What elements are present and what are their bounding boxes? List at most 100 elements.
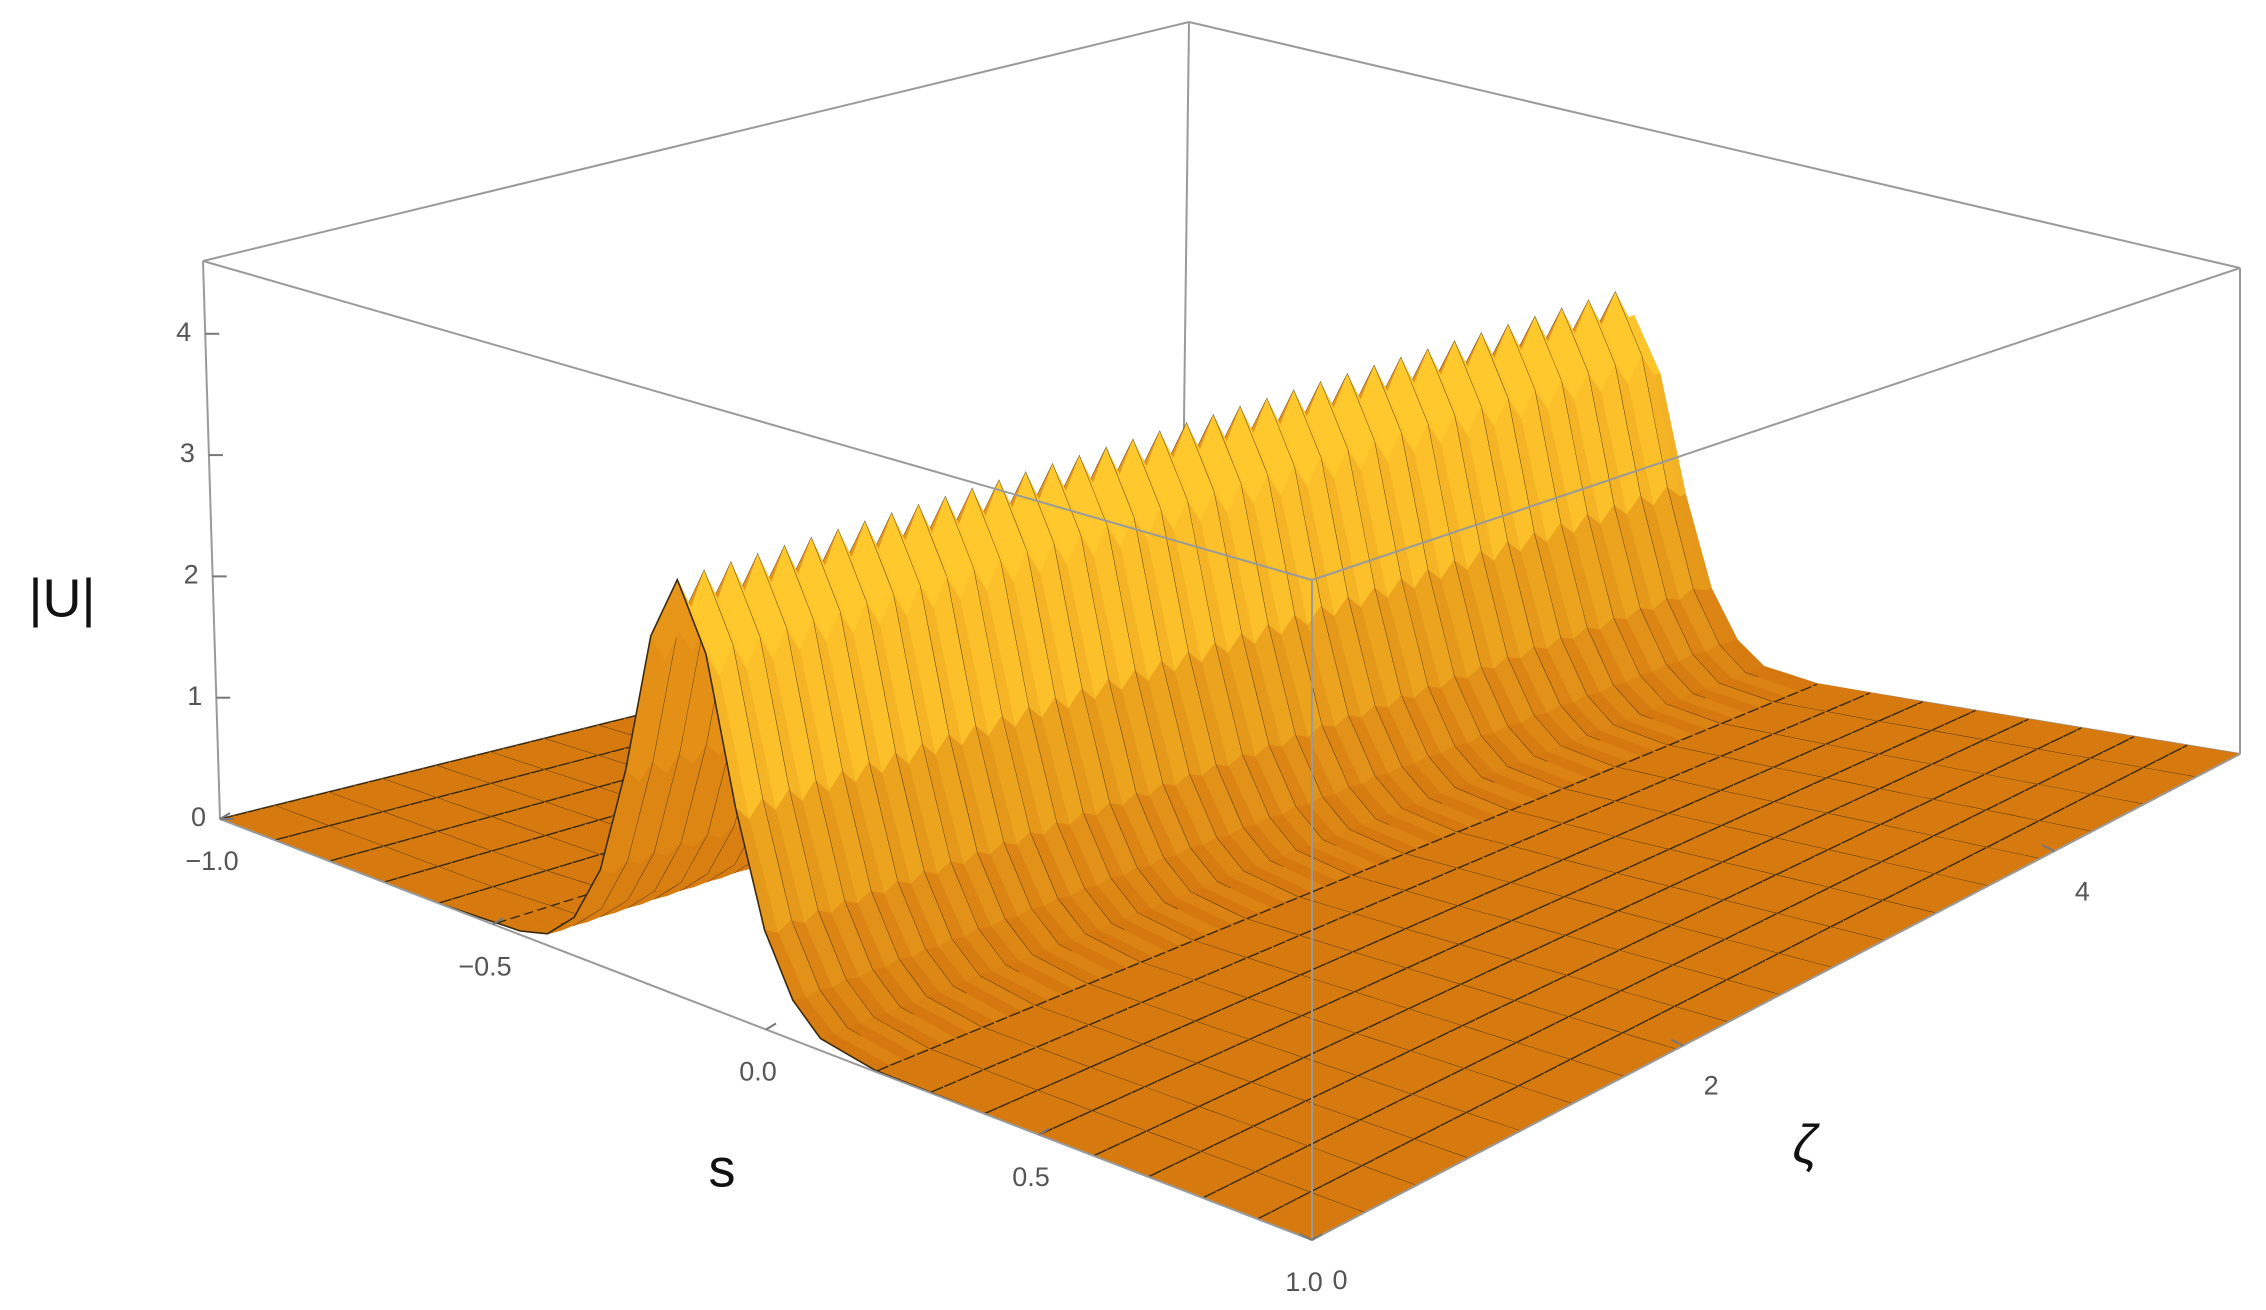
- mesh-line: [1693, 795, 1708, 803]
- mesh-line: [1429, 873, 1444, 881]
- mesh-line: [1920, 873, 1935, 882]
- x-tick-label: 0.5: [1012, 1162, 1050, 1192]
- mesh-line: [1784, 722, 1799, 730]
- mesh-line: [300, 794, 315, 800]
- mesh-line: [2025, 820, 2039, 829]
- mesh-line: [1801, 855, 1815, 864]
- mesh-line: [518, 874, 533, 880]
- mesh-line: [1452, 1112, 1466, 1121]
- mesh-line: [1684, 951, 1699, 960]
- mesh-line: [1411, 1087, 1425, 1096]
- mesh-line: [422, 797, 437, 803]
- mesh-line: [1564, 929, 1579, 937]
- mesh-line: [531, 870, 546, 876]
- mesh-line: [1074, 1024, 1088, 1032]
- mesh-line: [1640, 784, 1654, 792]
- mesh-line: [449, 790, 463, 795]
- mesh-line: [1311, 924, 1325, 932]
- mesh-line: [1168, 1026, 1182, 1034]
- mesh-line: [1132, 1130, 1147, 1139]
- mesh-line: [1660, 1006, 1675, 1015]
- mesh-line: [1398, 1093, 1412, 1102]
- mesh-line: [516, 741, 530, 747]
- mesh-line: [1317, 1088, 1332, 1096]
- mesh-line: [1721, 855, 1736, 864]
- mesh-line: [1699, 986, 1714, 995]
- mesh-line: [1456, 899, 1471, 907]
- mesh-line: [1543, 1065, 1558, 1074]
- mesh-line: [1345, 1119, 1360, 1128]
- mesh-line: [287, 798, 301, 803]
- mesh-line: [1855, 906, 1870, 915]
- mesh-line: [557, 827, 572, 833]
- mesh-line: [1907, 880, 1922, 889]
- mesh-line: [1772, 795, 1787, 803]
- mesh-line: [2023, 748, 2037, 757]
- mesh-line: [1332, 1126, 1347, 1134]
- mesh-line: [464, 890, 479, 896]
- mesh-line: [1763, 913, 1777, 921]
- mesh-line: [1595, 1039, 1610, 1048]
- mesh-line: [583, 724, 598, 730]
- mesh-line: [475, 751, 490, 757]
- mesh-line: [1761, 874, 1776, 883]
- mesh-line: [993, 1016, 1008, 1024]
- mesh-line: [1737, 926, 1751, 934]
- mesh-line: [1528, 1029, 1543, 1038]
- mesh-line: [1627, 824, 1642, 832]
- mesh-line: [1432, 949, 1446, 958]
- mesh-line: [1400, 1138, 1414, 1147]
- mesh-line: [1211, 1094, 1225, 1102]
- mesh-line: [1273, 980, 1287, 988]
- mesh-line: [1629, 898, 1644, 906]
- mesh-line: [1422, 1037, 1436, 1046]
- mesh-line: [1325, 957, 1340, 965]
- mesh-line: [408, 800, 423, 806]
- mesh-line: [1826, 806, 1840, 815]
- mesh-line: [1182, 1062, 1197, 1071]
- mesh-line: [1816, 926, 1831, 935]
- mesh-line: [1233, 997, 1248, 1005]
- mesh-line: [1302, 1051, 1317, 1059]
- mesh-line: [1608, 1032, 1623, 1041]
- mesh-line: [1409, 1044, 1423, 1052]
- mesh-line: [1944, 786, 1959, 795]
- mesh-line: [982, 1064, 996, 1071]
- mesh-line: [1788, 861, 1802, 870]
- mesh-line: [1504, 1085, 1519, 1094]
- mesh-line: [2022, 718, 2029, 723]
- mesh-line: [1319, 1132, 1334, 1141]
- mesh-line: [1785, 755, 1800, 763]
- mesh-line: [1535, 865, 1550, 873]
- mesh-line: [1893, 848, 1908, 857]
- mesh-line: [1413, 1132, 1427, 1141]
- mesh-line: [503, 808, 518, 814]
- mesh-line: [410, 869, 425, 876]
- mesh-line: [1711, 938, 1725, 947]
- mesh-line: [1733, 813, 1748, 821]
- mesh-line: [1343, 1075, 1358, 1084]
- mesh-line: [1396, 1050, 1410, 1059]
- x-axis-label: s: [709, 1138, 736, 1198]
- mesh-line: [1156, 1074, 1171, 1082]
- z-tick-label: 3: [180, 438, 195, 468]
- mesh-line: [571, 858, 586, 864]
- mesh-line: [1246, 991, 1261, 1000]
- mesh-line: [1263, 1069, 1278, 1077]
- mesh-line: [1789, 900, 1803, 908]
- mesh-line: [435, 793, 450, 799]
- x-tick: [765, 1022, 777, 1031]
- mesh-line: [1330, 1081, 1345, 1090]
- mesh-line: [596, 721, 611, 726]
- mesh-line: [1424, 1081, 1438, 1089]
- mesh-line: [1998, 833, 2013, 842]
- mesh-line: [1592, 956, 1606, 964]
- mesh-line: [1803, 933, 1818, 942]
- mesh-line: [1289, 1057, 1304, 1065]
- mesh-line: [1293, 1145, 1308, 1154]
- mesh-line: [369, 845, 384, 851]
- mesh-line: [1458, 938, 1472, 946]
- mesh-line: [381, 807, 396, 813]
- mesh-line: [1631, 937, 1645, 945]
